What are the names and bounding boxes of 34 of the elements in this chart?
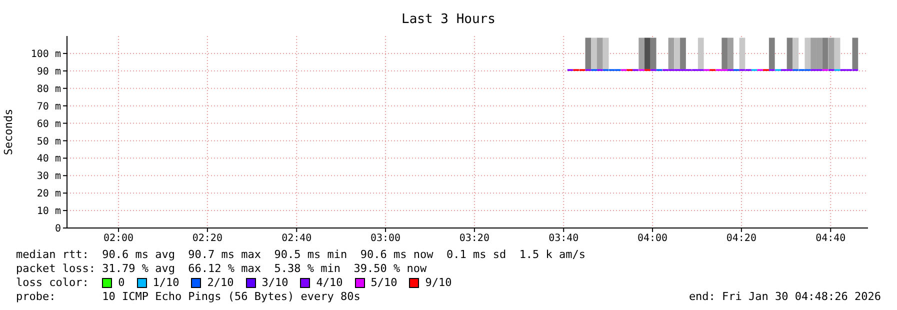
y-tick-label: 40 m	[36, 154, 61, 165]
y-tick-label: 30 m	[36, 171, 61, 182]
legend-label: 1/10	[152, 276, 180, 290]
y-tick-label: 50 m	[36, 136, 61, 148]
x-tick-label: 04:20	[726, 233, 756, 244]
chart-title: Last 3 Hours	[400, 11, 496, 27]
legend-label: 3/10	[260, 276, 288, 290]
y-tick-label: 60 m	[36, 118, 61, 130]
text: probe: 10 ICMP Echo Pings (56 Bytes) every 80s	[16, 290, 360, 304]
y-tick-label: 20 m	[36, 188, 61, 200]
x-tick-label: 02:20	[192, 233, 222, 244]
text: end: Fri Jan 30 04:48:26 2026	[688, 290, 881, 304]
x-tick-label: 04:00	[637, 233, 668, 244]
x-tick-label: 03:40	[548, 233, 579, 244]
y-axis-title: Seconds	[2, 108, 15, 156]
x-tick-label: 03:00	[370, 233, 401, 244]
text: packet loss: 31.79 % avg 66.12 % max 5.38 % min 39.50 % now	[16, 262, 428, 276]
legend-label: 0	[117, 276, 125, 290]
y-tick-label: 70 m	[36, 101, 61, 112]
legend-label: 9/10	[424, 276, 452, 290]
y-tick-label: 80 m	[36, 84, 61, 95]
x-tick-label: 03:20	[459, 233, 490, 244]
text: median rtt: 90.6 ms avg 90.7 ms max 90.5 ms min 90.6 ms now 0.1 ms sd 1.5 k am/s	[16, 248, 587, 262]
x-tick-label: 02:40	[282, 233, 312, 244]
legend-label: 5/10	[370, 276, 398, 290]
x-tick-label: 04:40	[816, 233, 846, 244]
legend-label: 4/10	[315, 276, 343, 290]
legend-label: 2/10	[206, 276, 234, 290]
y-tick-label: 10 m	[36, 206, 61, 218]
legend-title: loss color:	[16, 276, 90, 290]
y-tick-label: 90 m	[36, 66, 61, 78]
y-tick-label: 100 m	[30, 49, 61, 60]
y-tick-label: 0	[54, 224, 61, 235]
x-tick-label: 02:00	[103, 233, 134, 244]
